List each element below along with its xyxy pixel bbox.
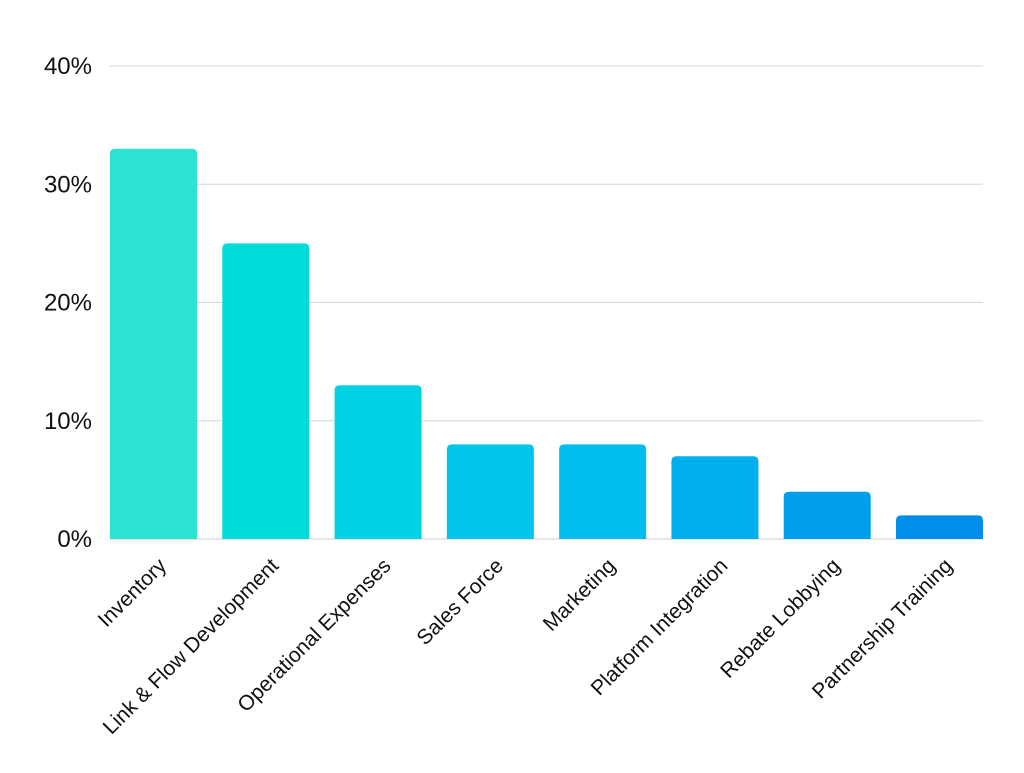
bar-inventory [110, 148, 197, 539]
y-tick-label: 10% [44, 408, 92, 435]
bars [110, 148, 983, 539]
bar-platform-integration [671, 456, 759, 539]
bar-link-flow-development [222, 243, 310, 539]
y-tick-label: 30% [44, 171, 92, 198]
y-axis-ticks: 0% 10% 20% 30% 40% [44, 53, 92, 553]
bar-marketing [559, 444, 647, 539]
y-tick-label: 40% [44, 53, 92, 80]
y-tick-label: 20% [44, 290, 92, 317]
bar-operational-expenses [334, 385, 422, 539]
y-tick-label: 0% [57, 526, 92, 553]
bar-sales-force [446, 444, 534, 539]
x-tick-label: Inventory [94, 554, 172, 632]
x-tick-label: Marketing [539, 554, 620, 635]
bar-partnership-training [896, 515, 983, 539]
x-tick-label: Sales Force [412, 554, 507, 649]
x-tick-label: Rebate Lobbying [716, 554, 845, 683]
bar-rebate-lobbying [783, 491, 871, 539]
